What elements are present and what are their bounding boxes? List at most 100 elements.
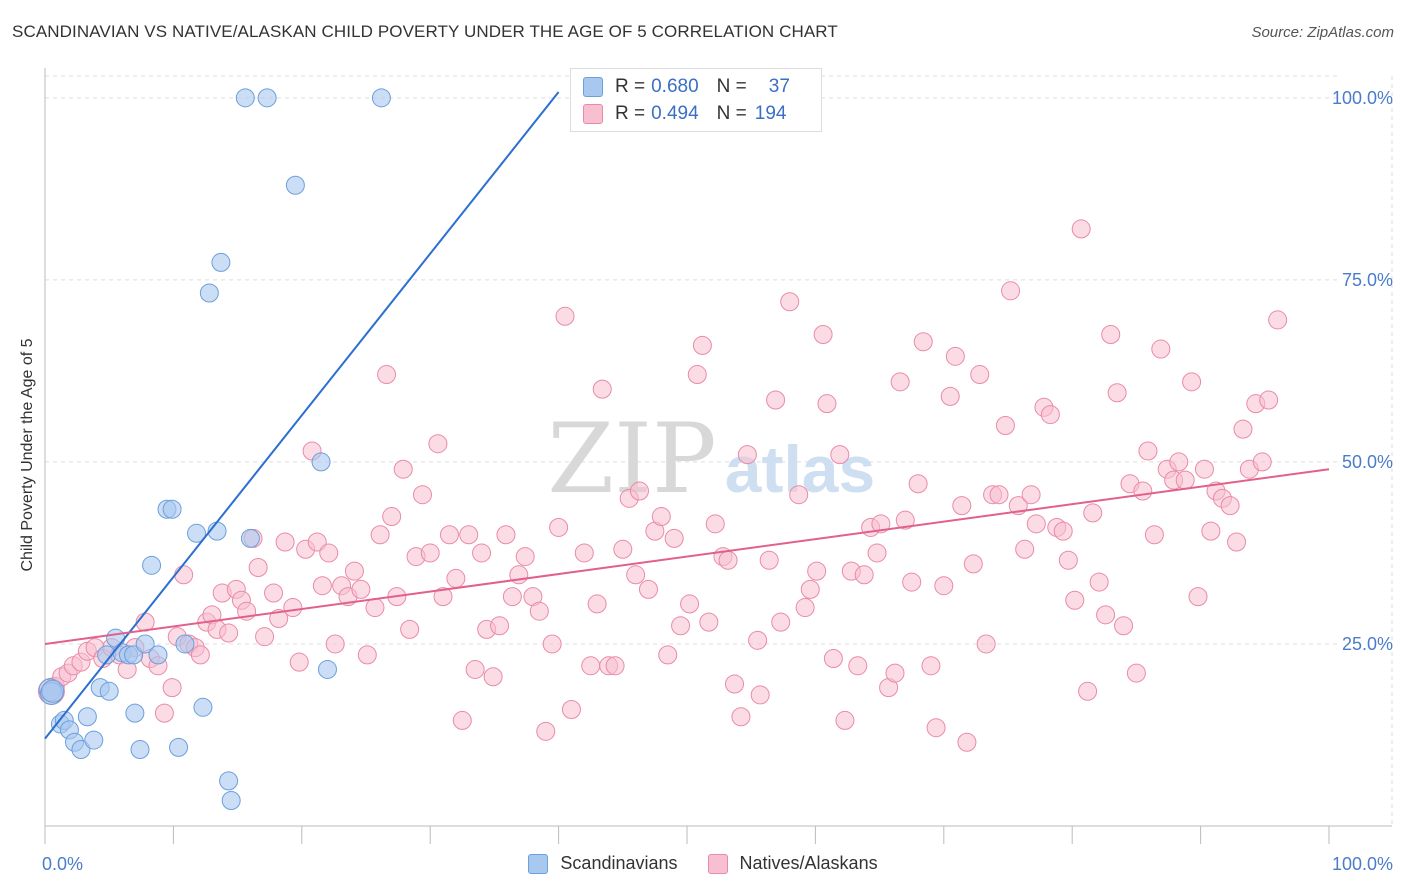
native-point <box>692 335 712 355</box>
native-point <box>135 612 155 632</box>
native-point <box>1201 521 1221 541</box>
scandinavian-point <box>77 707 97 727</box>
legend-n-label: N = <box>716 103 747 124</box>
native-point <box>699 612 719 632</box>
native-point <box>400 619 420 639</box>
native-point <box>963 554 983 574</box>
scandinavian-point <box>187 523 207 543</box>
native-point <box>581 656 601 676</box>
native-point <box>502 587 522 607</box>
native-point <box>472 543 492 563</box>
scandinavian-point <box>235 88 255 108</box>
native-point <box>766 390 786 410</box>
native-point <box>664 528 684 548</box>
native-point <box>1021 485 1041 505</box>
legend-item-scandinavians: Scandinavians <box>528 853 678 874</box>
native-point <box>1114 616 1134 636</box>
native-point <box>154 703 174 723</box>
native-point <box>412 485 432 505</box>
source-label: Source: ZipAtlas.com <box>1251 24 1394 41</box>
legend-row-natives: R = 0.494 N = 194 <box>583 102 786 126</box>
native-point <box>908 474 928 494</box>
scandinavian-point <box>199 283 219 303</box>
native-point <box>446 568 466 588</box>
native-point <box>459 525 479 545</box>
scandinavian-point <box>124 645 144 665</box>
native-point <box>283 598 303 618</box>
native-point <box>952 496 972 516</box>
scandinavian-trend-line <box>44 91 560 740</box>
legend-r-label: R = <box>615 103 646 124</box>
native-point <box>190 645 210 665</box>
native-point <box>465 659 485 679</box>
native-point <box>174 565 194 585</box>
x-tick-label-min: 0.0% <box>42 854 83 874</box>
native-point <box>248 558 268 578</box>
native-point <box>750 685 770 705</box>
scandinavian-point <box>162 499 182 519</box>
native-point <box>902 572 922 592</box>
native-point <box>1144 525 1164 545</box>
native-point <box>255 627 275 647</box>
legend-item-natives: Natives/Alaskans <box>707 853 878 874</box>
native-point <box>574 543 594 563</box>
native-point <box>555 306 575 326</box>
scandinavian-point <box>41 679 65 703</box>
native-point <box>705 514 725 534</box>
native-point <box>490 616 510 636</box>
native-point <box>940 386 960 406</box>
native-point <box>275 532 295 552</box>
y-tick-label: 100.0% <box>1332 88 1393 108</box>
native-point <box>921 656 941 676</box>
native-point <box>789 485 809 505</box>
native-point <box>895 510 915 530</box>
scandinavian-point <box>169 737 189 757</box>
legend-r-value: 0.680 <box>651 76 699 97</box>
native-point <box>269 608 289 628</box>
native-point <box>1268 310 1288 330</box>
scandinavian-point <box>125 703 145 723</box>
scandinavian-point <box>148 645 168 665</box>
native-point <box>162 678 182 698</box>
native-point <box>759 550 779 570</box>
native-point <box>1083 503 1103 523</box>
legend-label-natives: Natives/Alaskans <box>739 853 878 873</box>
native-point <box>496 525 516 545</box>
native-point <box>1182 372 1202 392</box>
scandinavian-point <box>211 252 231 272</box>
correlation-legend: R = 0.680 N = 37 R = 0.494 N = 194 <box>570 68 822 132</box>
scandinavian-point <box>175 634 195 654</box>
scandinavian-point <box>135 634 155 654</box>
native-point <box>1259 390 1279 410</box>
native-point <box>433 587 453 607</box>
native-point <box>1188 587 1208 607</box>
native-point <box>976 634 996 654</box>
native-point <box>587 594 607 614</box>
native-point <box>651 507 671 527</box>
native-point <box>1096 605 1116 625</box>
native-point <box>1058 550 1078 570</box>
chart-title: SCANDINAVIAN VS NATIVE/ALASKAN CHILD POV… <box>12 22 838 41</box>
native-point <box>1053 521 1073 541</box>
tick-labels: 25.0% 50.0% 75.0% 100.0% 0.0% 100.0% <box>42 88 1393 874</box>
scandinavian-point <box>285 175 305 195</box>
native-point <box>626 565 646 585</box>
scandinavian-point <box>219 771 239 791</box>
pink-swatch <box>707 853 728 874</box>
legend-label-scandinavians: Scandinavians <box>560 853 678 873</box>
native-point <box>1151 339 1171 359</box>
native-point <box>830 445 850 465</box>
scandinavian-point <box>257 88 277 108</box>
native-point <box>439 525 459 545</box>
scandinavian-point <box>193 697 213 717</box>
native-point <box>658 645 678 665</box>
y-tick-label: 75.0% <box>1342 270 1393 290</box>
native-point <box>1126 663 1146 683</box>
native-point <box>680 594 700 614</box>
scandinavian-point <box>371 88 391 108</box>
native-point <box>807 561 827 581</box>
grid-lines <box>45 75 1393 826</box>
native-point <box>867 543 887 563</box>
native-point <box>319 543 339 563</box>
native-point <box>370 525 390 545</box>
